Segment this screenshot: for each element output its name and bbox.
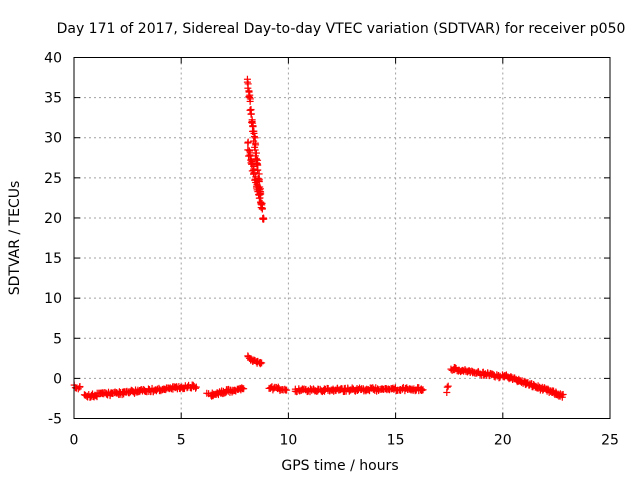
x-tick-label: 10 [279, 433, 297, 449]
data-point [559, 390, 567, 398]
x-tick-label: 15 [387, 433, 405, 449]
data-point [443, 383, 451, 391]
x-tick-label: 0 [70, 433, 79, 449]
data-point [246, 149, 254, 157]
data-point [245, 87, 253, 95]
y-tick-label: 20 [44, 211, 62, 227]
data-point [240, 385, 248, 393]
data-point [258, 204, 266, 212]
y-axis-label: SDTVAR / TECUs [7, 181, 23, 296]
data-point [444, 382, 452, 390]
x-tick-label: 5 [177, 433, 186, 449]
y-tick-label: 0 [53, 371, 62, 387]
x-tick-label: 25 [601, 433, 619, 449]
data-point [419, 386, 427, 394]
data-point [76, 383, 84, 391]
x-axis-label: GPS time / hours [281, 458, 398, 474]
grid-lines [74, 57, 610, 419]
data-point [258, 359, 266, 367]
plot-frame [73, 57, 611, 419]
x-tick-label: 20 [494, 433, 512, 449]
data-point [244, 80, 252, 88]
data-point [257, 200, 265, 208]
data-point [259, 214, 267, 222]
y-tick-label: 25 [44, 171, 62, 187]
y-tick-label: -5 [48, 412, 62, 428]
data-point [283, 386, 291, 394]
data-point [250, 169, 258, 177]
y-tick-label: 30 [44, 131, 62, 147]
data-point [192, 383, 200, 391]
y-tick-label: 5 [53, 331, 62, 347]
chart-title: Day 171 of 2017, Sidereal Day-to-day VTE… [57, 21, 626, 37]
data-point [255, 184, 263, 192]
data-point [192, 384, 200, 392]
data-points [70, 75, 567, 401]
data-point [247, 106, 255, 114]
data-point [243, 78, 251, 86]
data-point [250, 132, 258, 140]
y-tick-label: 40 [44, 51, 62, 67]
y-tick-label: 35 [44, 91, 62, 107]
y-tick-label: 10 [44, 291, 62, 307]
data-point [244, 139, 252, 147]
y-tick-label: 15 [44, 251, 62, 267]
data-point [248, 159, 256, 167]
data-point [251, 146, 259, 154]
data-point [246, 97, 254, 105]
